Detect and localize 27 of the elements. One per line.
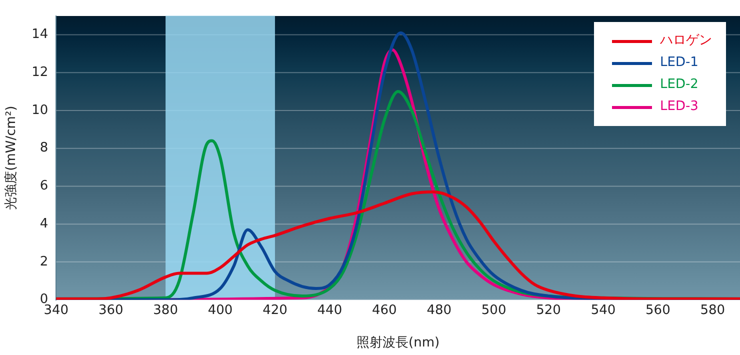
y-tick-label: 2: [40, 254, 48, 270]
x-tick-label: 400: [208, 302, 233, 318]
x-tick-label: 360: [98, 302, 124, 318]
y-tick-label: 10: [32, 102, 48, 118]
x-tick-label: 340: [44, 302, 69, 318]
x-tick-label: 380: [153, 302, 178, 318]
y-tick-label: 12: [32, 64, 48, 80]
x-tick-label: 420: [262, 302, 288, 318]
y-tick-label: 4: [40, 216, 48, 232]
y-tick-label: 6: [40, 178, 48, 194]
line-series: [56, 190, 740, 300]
x-tick-label: 480: [426, 302, 452, 318]
y-tick-label: 8: [40, 140, 48, 156]
y-axis-title: 光強度(mW/cm²): [3, 106, 20, 210]
x-axis-title: 照射波長(nm): [356, 336, 440, 351]
x-tick-label: 500: [481, 302, 506, 318]
x-tick-label: 520: [536, 302, 561, 318]
x-tick-label: 540: [590, 302, 616, 318]
y-tick-label: 14: [32, 27, 48, 42]
x-tick-label: 440: [317, 302, 342, 318]
legend-label: LED-2: [660, 76, 698, 94]
x-tick-label: 460: [372, 302, 397, 318]
x-tick-label: 580: [700, 302, 726, 318]
legend-label: LED-1: [660, 54, 698, 72]
legend-label: ハロゲン: [660, 32, 712, 50]
legend-label: LED-3: [660, 98, 698, 116]
x-tick-label: 560: [646, 302, 670, 318]
